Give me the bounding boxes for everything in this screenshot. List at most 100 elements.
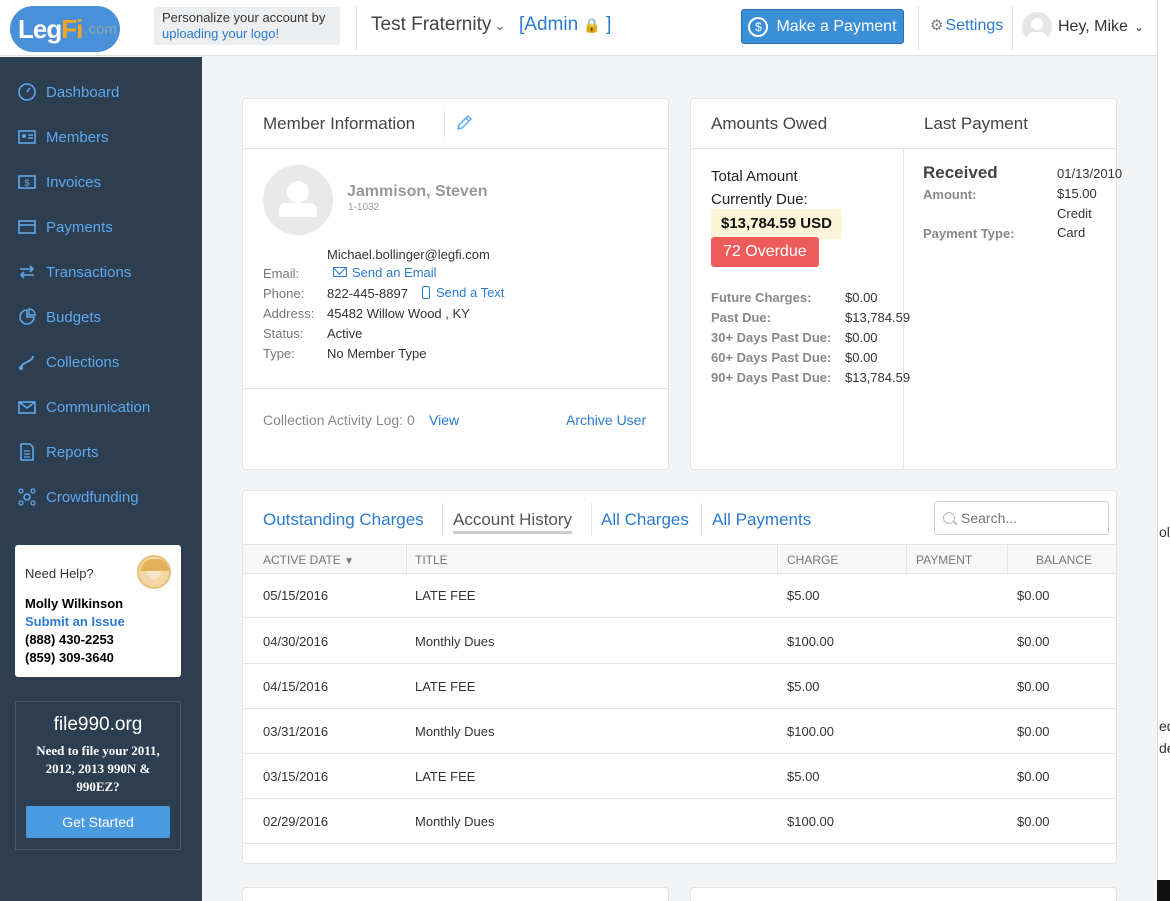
make-payment-button[interactable]: $ Make a Payment <box>741 9 904 44</box>
cell-title: Monthly Dues <box>415 814 495 829</box>
cell-balance: $0.00 <box>1017 724 1050 739</box>
column-active-date[interactable]: ACTIVE DATE ▼ <box>263 553 354 567</box>
column-payment[interactable]: PAYMENT <box>916 553 973 567</box>
past-due-60-value: $0.00 <box>845 350 878 365</box>
sidebar-item-budgets[interactable]: Budgets <box>16 307 101 327</box>
cell-title: LATE FEE <box>415 769 476 784</box>
svg-text:$: $ <box>24 178 29 188</box>
table-row[interactable]: 02/29/2016 Monthly Dues $100.00 $0.00 <box>243 799 1116 844</box>
org-selector[interactable]: Test Fraternity ⌄ <box>371 14 505 36</box>
communication-icon <box>16 397 38 417</box>
cell-balance: $0.00 <box>1017 814 1050 829</box>
view-log-link[interactable]: View <box>429 412 460 428</box>
gear-icon: ⚙ <box>930 17 944 34</box>
personalize-text: Personalize your account by <box>162 10 326 25</box>
settings-label: Settings <box>945 17 1004 34</box>
divider <box>701 503 702 535</box>
received-date: 01/13/2010 <box>1057 166 1123 181</box>
total-label-line-2: Currently Due: <box>711 191 808 208</box>
admin-label: [Admin <box>519 14 579 35</box>
admin-badge: [Admin 🔒 ] <box>519 14 611 36</box>
column-balance[interactable]: BALANCE <box>1036 553 1093 567</box>
future-charges-value: $0.00 <box>845 290 878 305</box>
last-payment-title: Last Payment <box>924 114 1028 133</box>
divider <box>591 503 592 535</box>
cell-balance: $0.00 <box>1017 634 1050 649</box>
cell-balance: $0.00 <box>1017 769 1050 784</box>
collection-activity-log: Collection Activity Log: 0 <box>263 412 415 428</box>
org-name: Test Fraternity <box>371 14 492 35</box>
submit-issue-link[interactable]: Submit an Issue <box>25 614 125 629</box>
user-menu[interactable]: Hey, Mike ⌄ <box>1022 12 1144 42</box>
card-header: Member Information <box>243 99 668 149</box>
tab-outstanding-charges[interactable]: Outstanding Charges <box>263 510 424 529</box>
amount-value: $15.00 <box>1057 186 1097 201</box>
sort-down-icon: ▼ <box>344 556 355 567</box>
sidebar-item-crowdfunding[interactable]: Crowdfunding <box>16 487 139 507</box>
tab-all-payments[interactable]: All Payments <box>712 510 812 529</box>
sidebar-item-payments[interactable]: Payments <box>16 217 113 237</box>
sidebar-item-dashboard[interactable]: Dashboard <box>16 82 119 102</box>
legfi-logo[interactable]: LegFi .com <box>10 6 120 52</box>
table-row[interactable]: 04/30/2016 Monthly Dues $100.00 $0.00 <box>243 619 1116 664</box>
past-due-90-label: 90+ Days Past Due: <box>711 370 832 385</box>
sidebar-item-transactions[interactable]: Transactions <box>16 262 131 282</box>
table-row[interactable] <box>243 844 1116 863</box>
admin-close: ] <box>606 14 612 35</box>
sidebar-item-label: Crowdfunding <box>46 488 139 506</box>
send-text-label: Send a Text <box>436 285 505 300</box>
logo-accent: Fi <box>61 13 83 44</box>
archive-user-link[interactable]: Archive User <box>566 412 647 428</box>
overdue-badge: 72 Overdue <box>711 237 819 267</box>
edge-text-3: de <box>1159 740 1170 756</box>
table-row[interactable]: 04/15/2016 LATE FEE $5.00 $0.00 <box>243 664 1116 709</box>
tab-all-charges[interactable]: All Charges <box>601 510 689 529</box>
send-email-link[interactable]: Send an Email <box>333 265 437 280</box>
tab-account-history[interactable]: Account History <box>453 510 573 534</box>
column-charge[interactable]: CHARGE <box>787 553 839 567</box>
lock-icon: 🔒 <box>583 17 601 33</box>
sidebar-item-communication[interactable]: Communication <box>16 397 150 417</box>
collections-icon <box>16 352 38 372</box>
cell-title: LATE FEE <box>415 679 476 694</box>
table-row[interactable]: 05/15/2016 LATE FEE $5.00 $0.00 <box>243 573 1116 618</box>
sidebar-item-reports[interactable]: Reports <box>16 442 99 462</box>
sidebar-item-collections[interactable]: Collections <box>16 352 119 372</box>
status-value: Active <box>327 326 363 341</box>
send-text-link[interactable]: Send a Text <box>422 285 504 300</box>
help-phone-2: (859) 309-3640 <box>25 650 114 665</box>
cell-date: 03/15/2016 <box>263 769 329 784</box>
divider <box>903 149 904 469</box>
help-contact-name: Molly Wilkinson <box>25 596 124 611</box>
sidebar-item-members[interactable]: Members <box>16 127 109 147</box>
upload-logo-link[interactable]: uploading your logo! <box>162 26 280 41</box>
sidebar-item-label: Collections <box>46 353 120 371</box>
sidebar-item-invoices[interactable]: $ Invoices <box>16 172 101 192</box>
search-input[interactable] <box>961 510 1101 526</box>
table-row[interactable]: 03/15/2016 LATE FEE $5.00 $0.00 <box>243 754 1116 799</box>
logo-text: Leg <box>18 13 62 44</box>
sidebar-item-label: Reports <box>46 443 99 461</box>
charges-table-card: Outstanding Charges Account History All … <box>242 490 1117 864</box>
divider <box>442 503 443 535</box>
members-icon <box>16 127 38 147</box>
chevron-down-icon: ⌄ <box>1133 20 1144 34</box>
cell-title: LATE FEE <box>415 588 476 603</box>
settings-link[interactable]: ⚙ Settings <box>930 16 1003 35</box>
get-started-button[interactable]: Get Started <box>26 806 170 838</box>
amount-label: Amount: <box>923 187 977 202</box>
payment-type-label: Payment Type: <box>923 226 1015 241</box>
sidebar-item-label: Transactions <box>46 263 132 281</box>
payments-icon <box>16 217 38 237</box>
column-title[interactable]: TITLE <box>415 553 448 567</box>
sidebar-item-label: Members <box>46 128 109 146</box>
address-value: 45482 Willow Wood , KY <box>327 306 470 321</box>
phone-label: Phone: <box>263 286 305 301</box>
amounts-owed-title: Amounts Owed <box>711 114 828 133</box>
past-due-label: Past Due: <box>711 310 771 325</box>
future-charges-label: Future Charges: <box>711 290 812 305</box>
pencil-icon[interactable] <box>454 113 476 135</box>
crowdfunding-icon <box>16 487 38 507</box>
table-row[interactable]: 03/31/2016 Monthly Dues $100.00 $0.00 <box>243 709 1116 754</box>
search-box[interactable] <box>934 501 1109 535</box>
